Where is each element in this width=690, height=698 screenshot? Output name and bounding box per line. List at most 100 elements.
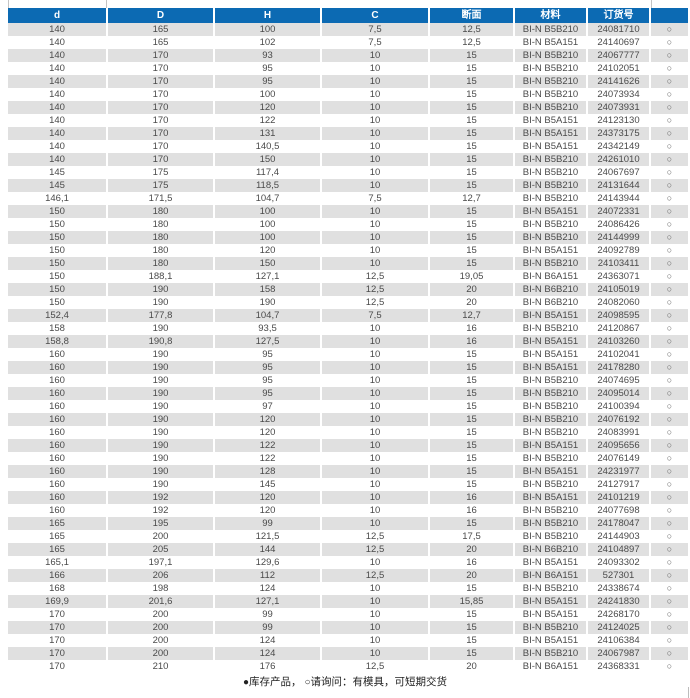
cell-order-no: 24363071 <box>588 270 651 283</box>
cell-section: 15 <box>430 478 515 491</box>
cell-D: 190,8 <box>108 335 215 348</box>
cell-d: 168 <box>8 582 108 595</box>
cell-C: 7,5 <box>322 36 430 49</box>
cell-section: 19,05 <box>430 270 515 283</box>
inquiry-circle-icon: ○ <box>651 556 688 569</box>
cell-order-no: 24342149 <box>588 140 651 153</box>
cell-H: 127,5 <box>215 335 322 348</box>
cell-d: 160 <box>8 374 108 387</box>
table-row: 160 190 120 10 15 BI-N B5B210 24076192 ○ <box>8 413 688 426</box>
cell-D: 175 <box>108 166 215 179</box>
cell-H: 100 <box>215 231 322 244</box>
cell-D: 190 <box>108 348 215 361</box>
cell-order-no: 24102041 <box>588 348 651 361</box>
cell-order-no: 24373175 <box>588 127 651 140</box>
cell-section: 15 <box>430 634 515 647</box>
cell-section: 12,5 <box>430 36 515 49</box>
cell-material: BI-N B5B210 <box>515 374 588 387</box>
cell-C: 10 <box>322 153 430 166</box>
cell-H: 127,1 <box>215 595 322 608</box>
cell-order-no: 24101219 <box>588 491 651 504</box>
table-row: 158 190 93,5 10 16 BI-N B5B210 24120867 ○ <box>8 322 688 335</box>
table-row: 160 190 122 10 15 BI-N B5A151 24095656 ○ <box>8 439 688 452</box>
inquiry-circle-icon: ○ <box>651 283 688 296</box>
cell-C: 10 <box>322 218 430 231</box>
inquiry-circle-icon: ○ <box>651 491 688 504</box>
cell-D: 170 <box>108 140 215 153</box>
cell-D: 170 <box>108 88 215 101</box>
table-row: 160 190 95 10 15 BI-N B5B210 24074695 ○ <box>8 374 688 387</box>
stock-legend-text: 库存产品， <box>249 676 302 688</box>
cell-order-no: 24131644 <box>588 179 651 192</box>
cell-section: 15 <box>430 49 515 62</box>
cell-material: BI-N B6A151 <box>515 270 588 283</box>
inquiry-circle-icon: ○ <box>651 504 688 517</box>
cell-d: 140 <box>8 127 108 140</box>
inquiry-circle-icon: ○ <box>651 205 688 218</box>
cell-order-no: 24338674 <box>588 582 651 595</box>
cell-order-no: 24098595 <box>588 309 651 322</box>
inquiry-circle-icon: ○ <box>651 452 688 465</box>
cell-order-no: 24092789 <box>588 244 651 257</box>
cell-material: BI-N B5B210 <box>515 231 588 244</box>
table-row: 152,4 177,8 104,7 7,5 12,7 BI-N B5A151 2409859… <box>8 309 688 322</box>
cell-section: 15 <box>430 426 515 439</box>
cell-d: 160 <box>8 387 108 400</box>
cell-d: 150 <box>8 231 108 244</box>
cell-order-no: 24076149 <box>588 452 651 465</box>
inquiry-circle-icon: ○ <box>651 218 688 231</box>
cell-material: BI-N B5B210 <box>515 530 588 543</box>
cell-section: 15 <box>430 374 515 387</box>
cell-material: BI-N B5A151 <box>515 36 588 49</box>
cell-H: 100 <box>215 23 322 36</box>
cell-D: 190 <box>108 387 215 400</box>
cell-D: 201,6 <box>108 595 215 608</box>
table-row: 140 165 100 7,5 12,5 BI-N B5B210 24081710 ○ <box>8 23 688 36</box>
inquiry-circle-icon: ○ <box>651 595 688 608</box>
cell-D: 190 <box>108 283 215 296</box>
page-edge-line <box>688 687 689 698</box>
cell-C: 10 <box>322 400 430 413</box>
cell-section: 20 <box>430 296 515 309</box>
cell-H: 124 <box>215 634 322 647</box>
cell-order-no: 24106384 <box>588 634 651 647</box>
cell-section: 15 <box>430 361 515 374</box>
cell-H: 99 <box>215 608 322 621</box>
cell-material: BI-N B5B210 <box>515 192 588 205</box>
table-row: 168 198 124 10 15 BI-N B5B210 24338674 ○ <box>8 582 688 595</box>
inquiry-circle-icon: ○ <box>651 75 688 88</box>
cell-order-no: 24123130 <box>588 114 651 127</box>
cell-D: 190 <box>108 361 215 374</box>
cell-d: 140 <box>8 153 108 166</box>
cell-C: 7,5 <box>322 309 430 322</box>
cell-C: 10 <box>322 634 430 647</box>
cell-d: 140 <box>8 62 108 75</box>
cell-section: 15 <box>430 400 515 413</box>
cell-D: 180 <box>108 231 215 244</box>
cell-D: 190 <box>108 322 215 335</box>
inquiry-circle-icon: ○ <box>651 478 688 491</box>
cell-H: 100 <box>215 218 322 231</box>
cell-d: 165 <box>8 530 108 543</box>
cell-material: BI-N B5B210 <box>515 322 588 335</box>
inquiry-circle-icon: ○ <box>651 62 688 75</box>
table-row: 160 192 120 10 16 BI-N B5A151 24101219 ○ <box>8 491 688 504</box>
inquiry-circle-icon: ○ <box>651 179 688 192</box>
cell-D: 190 <box>108 452 215 465</box>
cell-section: 17,5 <box>430 530 515 543</box>
inquiry-circle-icon: ○ <box>651 140 688 153</box>
cell-material: BI-N B5B210 <box>515 387 588 400</box>
cell-section: 15 <box>430 387 515 400</box>
cell-H: 100 <box>215 205 322 218</box>
inquiry-circle-icon: ○ <box>651 660 688 673</box>
cell-material: BI-N B5B210 <box>515 621 588 634</box>
column-header-H: H <box>215 8 322 23</box>
cell-H: 100 <box>215 88 322 101</box>
cell-order-no: 24127917 <box>588 478 651 491</box>
cell-order-no: 24095656 <box>588 439 651 452</box>
cell-d: 160 <box>8 491 108 504</box>
cell-C: 10 <box>322 231 430 244</box>
cell-H: 190 <box>215 296 322 309</box>
cell-section: 15 <box>430 608 515 621</box>
cell-H: 128 <box>215 465 322 478</box>
